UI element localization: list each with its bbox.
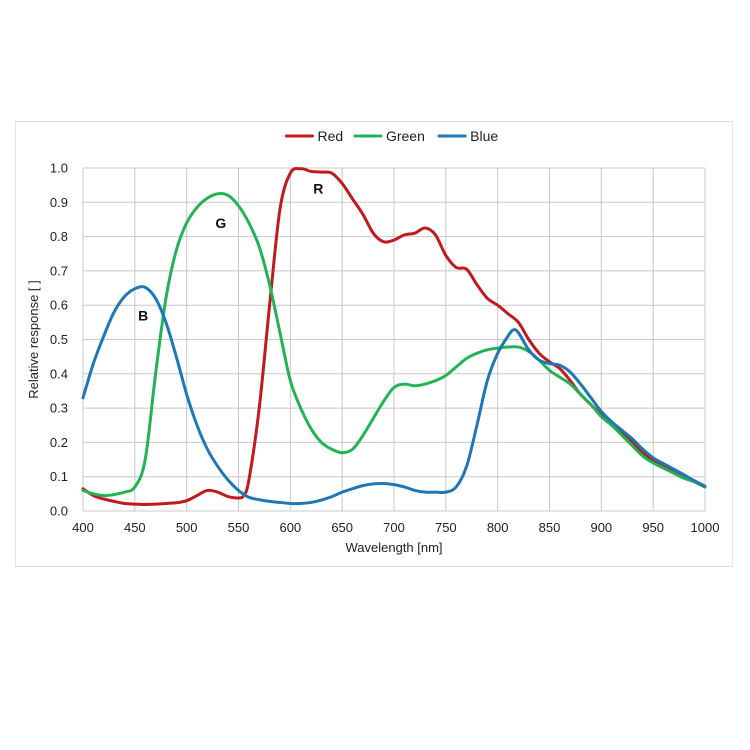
x-tick-label: 750 (435, 520, 457, 535)
annotation-label-g: G (215, 215, 226, 231)
x-tick-label: 450 (124, 520, 146, 535)
annotations: R G B (138, 181, 323, 324)
y-tick-label: 0.6 (50, 298, 68, 313)
legend-label-blue: Blue (470, 128, 498, 144)
y-tick-label: 0.1 (50, 469, 68, 484)
y-tick-label: 0.3 (50, 401, 68, 416)
y-axis-label: Relative response [ ] (26, 280, 41, 399)
x-tick-label: 850 (539, 520, 561, 535)
grid (82, 167, 706, 512)
legend-label-green: Green (386, 128, 425, 144)
x-tick-label: 700 (383, 520, 405, 535)
x-tick-label: 550 (228, 520, 250, 535)
x-tick-label: 650 (331, 520, 353, 535)
annotation-label-r: R (313, 181, 323, 197)
y-tick-label: 0.7 (50, 263, 68, 278)
y-tick-label: 0.2 (50, 435, 68, 450)
y-tick-label: 0.8 (50, 229, 68, 244)
y-tick-label: 1.0 (50, 161, 68, 176)
legend: Red Green Blue (284, 128, 498, 144)
legend-label-red: Red (317, 128, 343, 144)
x-tick-label: 600 (279, 520, 301, 535)
x-tick-label: 500 (176, 520, 198, 535)
x-tick-label: 1000 (691, 520, 720, 535)
y-tick-label: 0.5 (50, 332, 68, 347)
y-tick-label: 0.0 (50, 504, 68, 519)
annotation-label-b: B (138, 307, 148, 323)
y-tick-label: 0.4 (50, 366, 68, 381)
series-line-blue (81, 285, 707, 506)
axes: 400 450 500 550 600 650 700 750 800 850 900 950 1000… (26, 161, 719, 556)
y-tick-label: 0.9 (50, 195, 68, 210)
x-tick-label: 950 (642, 520, 664, 535)
series-lines (81, 166, 707, 506)
series-line-green (81, 192, 707, 498)
x-tick-label: 800 (487, 520, 509, 535)
spectral-response-chart: R G B 400 450 500 550 600 650 700 750 800 850 900 950… (26, 128, 719, 556)
x-tick-label: 400 (72, 520, 94, 535)
x-tick-label: 900 (590, 520, 612, 535)
x-axis-label: Wavelength [nm] (345, 540, 442, 555)
chart-frame: R G B 400 450 500 550 600 650 700 750 800 850 900 950… (15, 121, 733, 567)
